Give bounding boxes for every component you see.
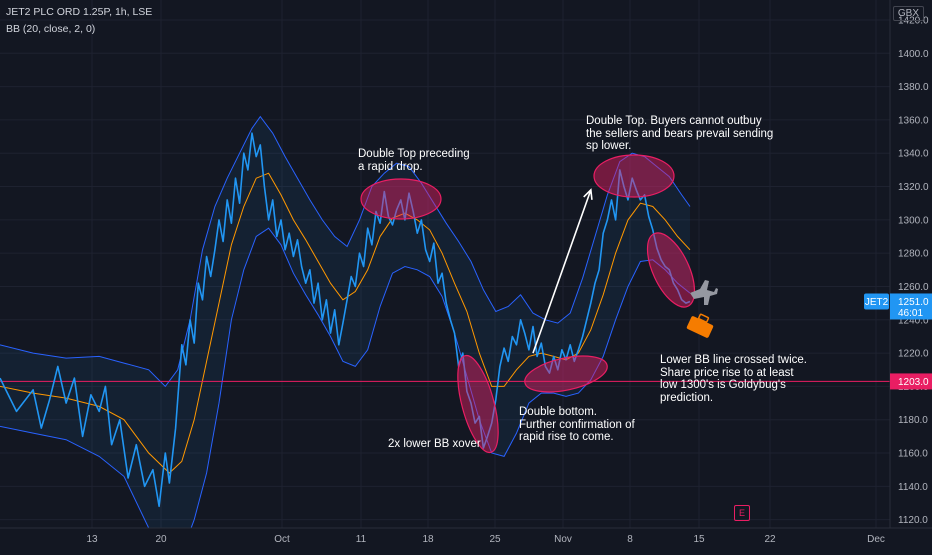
annotation-lower-bb-crossed: Lower BB line crossed twice. Share price… — [660, 354, 808, 404]
bollinger-band-fill — [0, 116, 690, 555]
hline-price-tag-bg — [890, 373, 932, 390]
x-tick-label-2: Oct — [274, 534, 290, 545]
x-tick-label-8: 15 — [693, 534, 705, 545]
luggage-handle-icon — [698, 313, 710, 323]
currency-label[interactable]: GBX — [892, 6, 924, 21]
y-tick-label-1: 1140.0 — [898, 482, 928, 493]
annotation-double-bottom: Double bottom. Further confirmation of r… — [519, 406, 635, 443]
luggage-icon — [686, 316, 714, 338]
ticker-tag: JET2 — [865, 297, 889, 308]
x-tick-label-0: 13 — [86, 534, 98, 545]
price-line — [0, 132, 691, 508]
time-axis-bg — [0, 528, 932, 550]
y-tick-label-5: 1220.0 — [898, 349, 929, 360]
x-tick-label-10: Dec — [867, 534, 885, 545]
y-tick-label-2: 1160.0 — [898, 449, 928, 460]
y-tick-label-7: 1260.0 — [898, 282, 929, 293]
last-price-tag-bg — [890, 293, 932, 320]
highlight-double-top-1 — [360, 178, 442, 220]
x-tick-label-1: 20 — [155, 534, 167, 545]
x-tick-label-7: 8 — [627, 534, 633, 545]
y-tick-label-14: 1400.0 — [898, 49, 929, 60]
chart-symbol-title[interactable]: JET2 PLC ORD 1.25P, 1h, LSE — [6, 6, 153, 18]
annotation-double-top-1: Double Top preceding a rapid drop. — [358, 148, 470, 173]
y-tick-label-9: 1300.0 — [898, 215, 929, 226]
last-price-tag: 1251.0 — [898, 297, 929, 308]
annotation-lower-bb-xover: 2x lower BB xover — [388, 438, 481, 450]
highlight-double-top-2 — [593, 154, 675, 198]
x-tick-label-5: 25 — [489, 534, 501, 545]
bollinger-lower-band — [0, 227, 691, 555]
y-tick-label-10: 1320.0 — [898, 182, 929, 193]
annotation-double-top-2: Double Top. Buyers cannot outbuy the sel… — [586, 115, 774, 152]
y-tick-label-3: 1180.0 — [898, 415, 928, 426]
bollinger-upper-band — [0, 115, 691, 388]
trend-arrow-head — [583, 188, 593, 200]
airplane-icon — [690, 280, 718, 305]
hline-price-tag: 1203.0 — [898, 377, 929, 388]
highlight-double-bottom — [524, 355, 608, 393]
ticker-tag-bg — [864, 293, 889, 310]
highlight-lower-bb-cross — [646, 232, 696, 308]
y-tick-label-12: 1360.0 — [898, 115, 929, 126]
y-tick-label-8: 1280.0 — [898, 249, 929, 260]
indicator-legend[interactable]: BB (20, close, 2, 0) — [6, 23, 96, 35]
price-axis-bg — [890, 0, 932, 550]
y-tick-label-11: 1340.0 — [898, 149, 929, 160]
y-tick-label-0: 1120.0 — [898, 515, 928, 526]
y-tick-label-6: 1240.0 — [898, 315, 929, 326]
x-tick-label-3: 11 — [356, 534, 367, 545]
x-tick-label-9: 22 — [764, 534, 776, 545]
countdown-tag: 46:01 — [898, 308, 923, 319]
y-tick-label-13: 1380.0 — [898, 82, 929, 93]
highlight-bb-xover — [457, 354, 499, 454]
earnings-event-badge[interactable]: E — [734, 505, 750, 521]
x-tick-label-4: 18 — [422, 534, 434, 545]
trend-arrow-line — [532, 189, 592, 354]
x-tick-label-6: Nov — [554, 534, 572, 545]
